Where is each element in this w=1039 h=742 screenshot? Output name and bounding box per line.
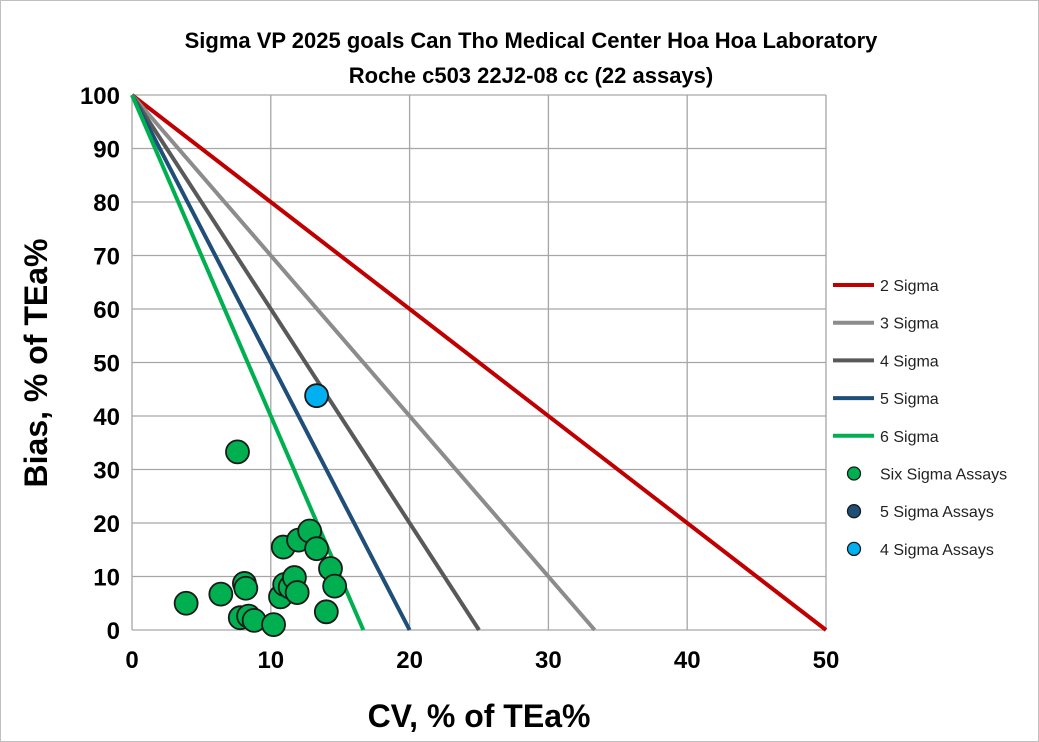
point-series2-0: [304, 383, 330, 409]
x-tick-label: 10: [257, 647, 284, 674]
chart-title-line1: Sigma VP 2025 goals Can Tho Medical Cent…: [185, 28, 879, 53]
x-tick-label: 30: [535, 647, 562, 674]
legend-label: 4 Sigma: [880, 353, 939, 370]
y-tick-label: 70: [93, 244, 120, 271]
legend-label: 5 Sigma: [880, 391, 939, 408]
point-series0-1: [208, 581, 234, 607]
x-axis-label: CV, % of TEa%: [368, 698, 591, 734]
x-tick-label: 0: [125, 647, 138, 674]
legend-label: Six Sigma Assays: [880, 467, 1007, 484]
legend-label: 5 Sigma Assays: [880, 504, 994, 521]
point-series0-5: [233, 575, 259, 601]
chart-title-line2: Roche c503 22J2-08 cc (22 assays): [349, 63, 713, 88]
y-tick-label: 10: [93, 565, 120, 592]
legend-marker-series1: [846, 504, 862, 519]
y-tick-label: 60: [93, 297, 120, 324]
y-tick-label: 100: [80, 83, 120, 110]
sigma-line-4: [130, 93, 481, 632]
data-points: [173, 383, 348, 638]
y-tick-label: 20: [93, 511, 120, 538]
y-tick-label: 90: [93, 137, 120, 164]
point-series0-2: [225, 439, 250, 465]
y-tick-label: 50: [93, 351, 120, 378]
legend: 2 Sigma 3 Sigma 4 Sigma 5 Sigma 6 Sigma Six S…: [833, 278, 1007, 559]
sigma-line-5: [130, 94, 412, 631]
sigma-line-2: [130, 93, 828, 632]
y-axis-label: Bias, % of TEa%: [18, 239, 54, 488]
y-tick-label: 30: [93, 458, 120, 485]
axis-ticks: 0 10 20 30 40 50 60 70 80 90 100 0 10 20 30 40 50: [80, 83, 839, 674]
legend-label: 2 Sigma: [880, 278, 939, 295]
y-tick-label: 80: [93, 190, 120, 217]
x-tick-label: 20: [396, 647, 423, 674]
point-series0-17: [304, 536, 330, 562]
x-tick-label: 50: [813, 647, 840, 674]
y-tick-label: 40: [93, 404, 120, 431]
legend-marker-series0: [846, 466, 862, 481]
legend-label: 6 Sigma: [880, 429, 939, 446]
sigma-line-3: [130, 93, 597, 632]
x-tick-label: 40: [674, 647, 701, 674]
legend-marker-series2: [846, 541, 862, 557]
point-series0-14: [284, 580, 310, 605]
y-tick-label: 0: [107, 618, 120, 645]
legend-label: 3 Sigma: [880, 316, 939, 333]
point-series0-8: [261, 612, 286, 638]
point-series0-20: [322, 573, 348, 599]
point-series0-18: [313, 599, 339, 625]
legend-label: 4 Sigma Assays: [880, 542, 994, 559]
point-series0-0: [173, 590, 199, 616]
